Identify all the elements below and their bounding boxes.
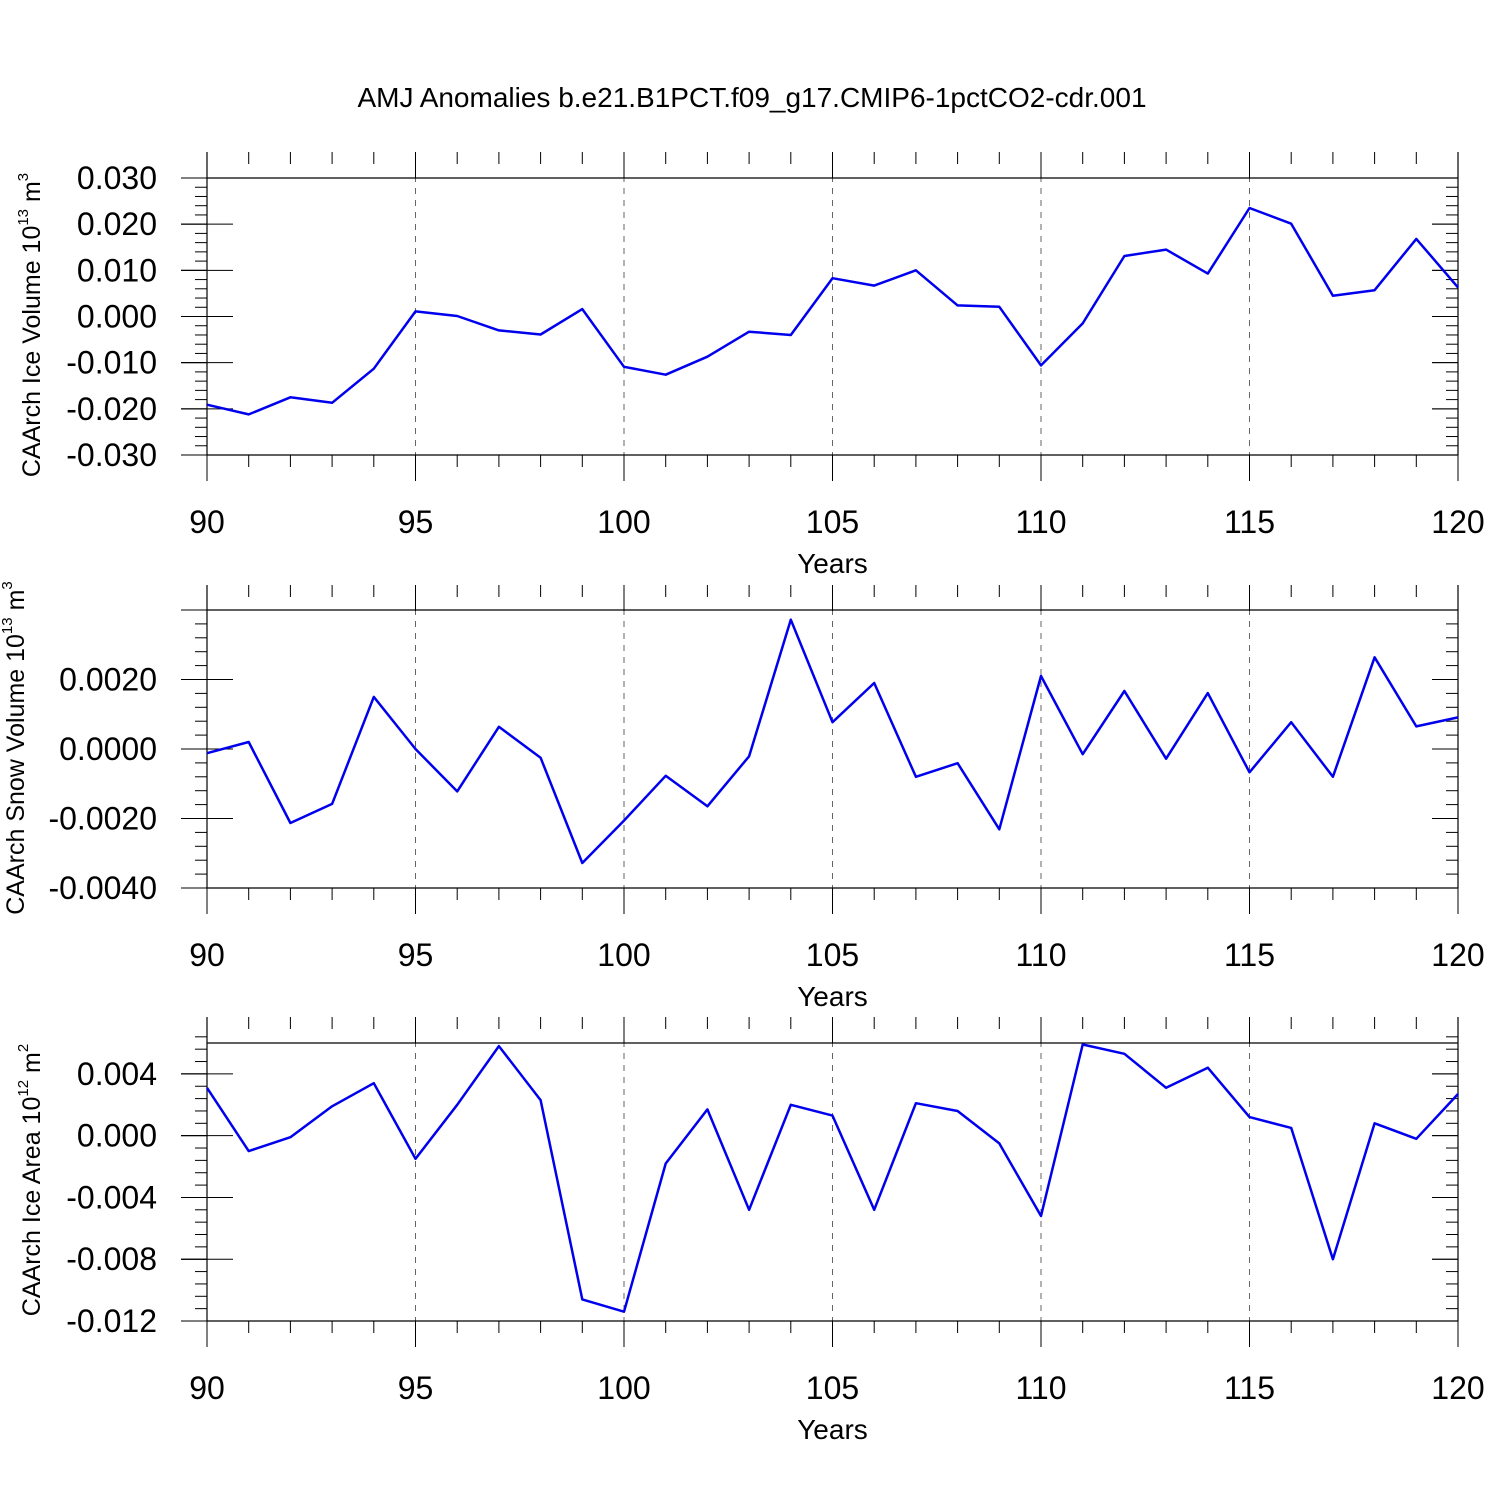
y-axis-title-part: 12: [15, 1080, 32, 1097]
x-tick-label: 115: [1224, 937, 1275, 973]
y-axis-title-part: m: [18, 181, 46, 209]
y-tick-label: -0.004: [66, 1179, 157, 1215]
y-tick-label: 0.000: [77, 1118, 157, 1154]
y-tick-label: -0.0040: [48, 870, 157, 906]
x-tick-label: 110: [1015, 1370, 1066, 1406]
y-axis-title: CAArch Snow Volume 1013 m3: [0, 581, 30, 915]
x-tick-label: 110: [1015, 937, 1066, 973]
y-tick-label: 0.0020: [59, 662, 157, 698]
x-tick-label: 115: [1224, 504, 1275, 540]
y-tick-label: 0.010: [77, 252, 157, 288]
x-tick-label: 90: [189, 1370, 225, 1406]
y-tick-label: 0.000: [77, 299, 157, 335]
panel-3: 90 95 100 105 110 115 120 Years -0.012 -0.008 -0.0…: [15, 1017, 1485, 1445]
y-axis-title-part: m: [2, 590, 30, 618]
y-axis-title-part: CAArch Ice Area 10: [18, 1097, 46, 1317]
y-tick-label: -0.008: [66, 1241, 157, 1277]
y-tick-label: -0.0020: [48, 801, 157, 837]
y-tick-label: 0.030: [77, 160, 157, 196]
x-axis-title: Years: [797, 981, 868, 1012]
y-tick-label: -0.010: [66, 345, 157, 381]
x-tick-label: 95: [398, 1370, 434, 1406]
x-axis-title: Years: [797, 1414, 868, 1445]
x-tick-label: 110: [1015, 504, 1066, 540]
series-line: [205, 1043, 1459, 1313]
panels: 90 95 100 105 110 115 120 Years -0.030 -0.020 -0.0…: [0, 152, 1485, 1445]
x-tick-label: 120: [1431, 1370, 1484, 1406]
x-tick-label: 100: [597, 504, 650, 540]
series-line: [206, 618, 1459, 865]
y-axis-title-part: 13: [0, 617, 16, 634]
x-tick-label: 90: [189, 937, 225, 973]
y-axis-title-part: 3: [0, 581, 16, 589]
y-tick-label: -0.012: [66, 1303, 157, 1339]
x-tick-label: 90: [189, 504, 225, 540]
y-tick-label: 0.020: [77, 206, 157, 242]
series-line: [206, 206, 1459, 416]
y-tick-label: -0.020: [66, 391, 157, 427]
x-axis-title: Years: [797, 548, 868, 579]
x-tick-label: 105: [806, 1370, 859, 1406]
y-tick-label: 0.0000: [59, 731, 157, 767]
x-tick-label: 100: [597, 937, 650, 973]
y-axis-title-part: 2: [15, 1044, 32, 1052]
y-axis-title-part: m: [18, 1052, 46, 1080]
x-tick-label: 100: [597, 1370, 650, 1406]
y-axis-title-part: 3: [15, 173, 32, 181]
x-tick-label: 105: [806, 937, 859, 973]
x-tick-label: 105: [806, 504, 859, 540]
x-tick-label: 95: [398, 937, 434, 973]
y-tick-label: 0.004: [77, 1056, 157, 1092]
x-tick-label: 120: [1431, 504, 1484, 540]
y-axis-title: CAArch Ice Volume 1013 m3: [15, 173, 46, 477]
y-axis-title: CAArch Ice Area 1012 m2: [15, 1044, 46, 1316]
panel-1: 90 95 100 105 110 115 120 Years -0.030 -0.020 -0.0…: [15, 152, 1485, 579]
panel-2: 90 95 100 105 110 115 120 Years -0.0040 -0.0020 0.…: [0, 581, 1485, 1012]
x-tick-label: 120: [1431, 937, 1484, 973]
y-tick-label: -0.030: [66, 437, 157, 473]
y-axis-title-part: CAArch Ice Volume 10: [18, 226, 46, 478]
y-axis-title-part: 13: [15, 209, 32, 226]
y-axis-title-part: CAArch Snow Volume 10: [2, 634, 30, 915]
x-tick-label: 95: [398, 504, 434, 540]
x-tick-label: 115: [1224, 1370, 1275, 1406]
chart-title: AMJ Anomalies b.e21.B1PCT.f09_g17.CMIP6-…: [357, 82, 1146, 113]
